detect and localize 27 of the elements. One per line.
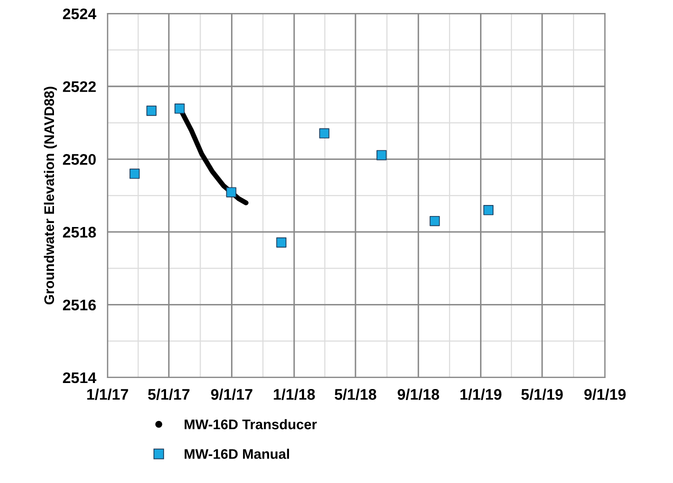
y-tick-label: 2520 — [62, 154, 96, 165]
point — [146, 106, 157, 116]
y-tick-label: 2524 — [62, 8, 96, 20]
point — [130, 168, 140, 179]
x-tick-label: 1/1/19 — [460, 388, 502, 400]
point — [430, 216, 440, 226]
point — [483, 205, 494, 216]
legend-label: MW-16D Manual — [184, 448, 289, 459]
x-tick-label: 1/1/17 — [87, 388, 128, 400]
y-axis-title: Groundwater Elevation (NAVD88) — [44, 86, 57, 304]
y-tick-label: 2514 — [62, 372, 96, 384]
point — [226, 187, 236, 198]
point — [319, 128, 330, 138]
point — [276, 237, 286, 248]
x-tick-label: 5/1/18 — [334, 388, 376, 400]
x-tick-label: 9/1/18 — [398, 388, 440, 400]
y-tick-label: 2522 — [62, 81, 96, 92]
point — [174, 104, 185, 114]
legend-label: MW-16D Transducer — [184, 419, 317, 430]
y-tick-label: 2516 — [62, 300, 96, 310]
x-tick-label: 5/1/19 — [521, 388, 563, 400]
x-tick-label: 1/1/18 — [274, 388, 315, 400]
x-tick-label: 9/1/19 — [584, 388, 626, 400]
point — [376, 150, 387, 160]
x-tick-label: 5/1/17 — [148, 388, 190, 400]
y-tick-label: 2518 — [62, 226, 96, 238]
x-tick-label: 9/1/17 — [211, 388, 252, 400]
